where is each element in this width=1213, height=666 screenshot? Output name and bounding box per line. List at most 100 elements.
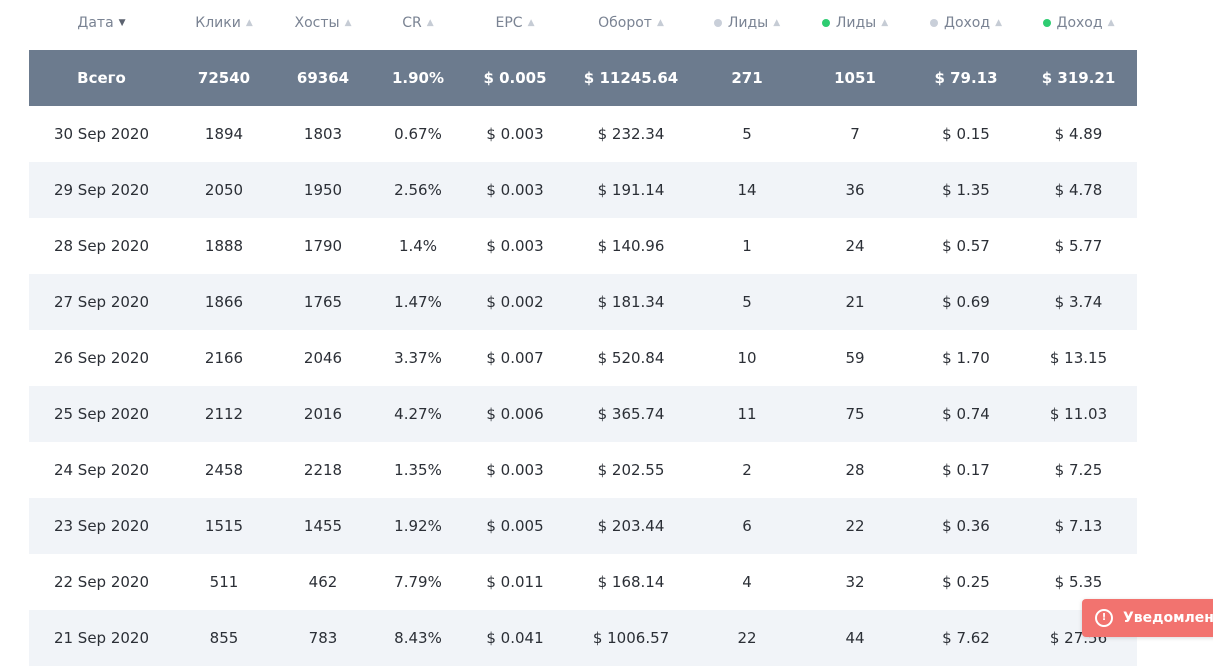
- table-cell: 1866: [204, 293, 244, 311]
- sort-up-icon: ▲: [773, 17, 781, 28]
- table-row: 22 Sep 2020 511 462 7.79% $ 0.011 $ 168.14 4 32…: [29, 554, 1137, 610]
- table-cell: $ 0.041: [486, 629, 544, 647]
- col-header-leads-pending[interactable]: Лиды ▲: [696, 15, 798, 31]
- table-cell: 8.43%: [394, 629, 442, 647]
- col-header-hosts[interactable]: Хосты ▲: [274, 15, 372, 31]
- status-dot-green-icon: [1042, 18, 1051, 27]
- table-row: 24 Sep 2020 2458 2218 1.35% $ 0.003 $ 202.55 2…: [29, 442, 1137, 498]
- col-header-date[interactable]: Дата ▼: [29, 15, 174, 31]
- date-cell: 24 Sep 2020: [53, 461, 150, 479]
- table-cell: $ 5.77: [1054, 237, 1103, 255]
- table-cell: $ 11.03: [1049, 405, 1108, 423]
- table-cell: $ 13.15: [1049, 349, 1108, 367]
- table-cell: 24: [845, 237, 865, 255]
- table-cell: 75: [845, 405, 865, 423]
- table-cell: $ 202.55: [597, 461, 665, 479]
- table-cell: 3.37%: [394, 349, 442, 367]
- table-cell: $ 0.36: [942, 517, 990, 535]
- table-cell: $ 1006.57: [592, 629, 670, 647]
- table-cell: $ 319.21: [1041, 69, 1116, 87]
- status-dot-gray-icon: [713, 18, 722, 27]
- table-cell: 1.35%: [394, 461, 442, 479]
- table-cell: $ 168.14: [597, 573, 665, 591]
- table-cell: 7: [850, 125, 860, 143]
- notifications-toast[interactable]: ! Уведомлени: [1082, 599, 1213, 637]
- sort-up-icon: ▲: [245, 17, 253, 28]
- table-cell: $ 0.57: [942, 237, 990, 255]
- table-cell: 2050: [204, 181, 244, 199]
- table-cell: 21: [845, 293, 865, 311]
- sort-up-icon: ▲: [995, 17, 1002, 28]
- table-cell: 2046: [303, 349, 343, 367]
- col-header-turnover[interactable]: Оборот ▲: [566, 15, 696, 31]
- table-header: Дата ▼ Клики ▲ Хосты ▲ CR ▲ EPC ▲ Оборот ▲ Лид…: [29, 0, 1137, 45]
- table-cell: 2112: [204, 405, 244, 423]
- table-cell: 32: [845, 573, 865, 591]
- table-cell: 1888: [204, 237, 244, 255]
- status-dot-gray-icon: [930, 18, 939, 27]
- table-cell: $ 4.89: [1054, 125, 1103, 143]
- table-cell: $ 7.25: [1054, 461, 1103, 479]
- table-cell: 2: [742, 461, 752, 479]
- table-cell: 1790: [303, 237, 343, 255]
- table-cell: $ 365.74: [597, 405, 665, 423]
- col-header-label: Доход: [1056, 14, 1103, 31]
- date-cell: 25 Sep 2020: [53, 405, 150, 423]
- table-cell: 1765: [303, 293, 343, 311]
- table-cell: 4: [742, 573, 752, 591]
- col-header-label: Лиды: [835, 14, 877, 31]
- table-cell: 1515: [204, 517, 244, 535]
- table-cell: 783: [308, 629, 338, 647]
- table-cell: 1.92%: [394, 517, 442, 535]
- table-cell: $ 0.25: [942, 573, 990, 591]
- col-header-income-approved[interactable]: Доход ▲: [1020, 15, 1137, 31]
- table-cell: $ 232.34: [597, 125, 665, 143]
- table-cell: $ 1.35: [942, 181, 990, 199]
- col-header-label: Дата: [77, 14, 114, 31]
- col-header-income-pending[interactable]: Доход ▲: [912, 15, 1020, 31]
- date-cell: 23 Sep 2020: [53, 517, 150, 535]
- table-cell: $ 3.74: [1054, 293, 1103, 311]
- table-cell: $ 0.15: [942, 125, 990, 143]
- col-header-label: CR: [402, 14, 422, 31]
- table-cell: 1.47%: [394, 293, 442, 311]
- date-cell: 28 Sep 2020: [53, 237, 150, 255]
- table-cell: 271: [731, 69, 763, 87]
- stats-table: Дата ▼ Клики ▲ Хосты ▲ CR ▲ EPC ▲ Оборот ▲ Лид…: [29, 0, 1137, 666]
- table-cell: $ 0.003: [486, 237, 544, 255]
- table-cell: 36: [845, 181, 865, 199]
- table-cell: 69364: [296, 69, 350, 87]
- table-cell: 22: [845, 517, 865, 535]
- table-cell: $ 79.13: [934, 69, 998, 87]
- table-cell: $ 7.62: [942, 629, 990, 647]
- sort-desc-icon: ▼: [118, 17, 126, 28]
- table-cell: $ 5.35: [1054, 573, 1103, 591]
- col-header-clicks[interactable]: Клики ▲: [174, 15, 274, 31]
- table-cell: 2.56%: [394, 181, 442, 199]
- table-cell: 1455: [303, 517, 343, 535]
- table-cell: 5: [742, 125, 752, 143]
- table-cell: $ 203.44: [597, 517, 665, 535]
- date-cell: 26 Sep 2020: [53, 349, 150, 367]
- table-cell: 1803: [303, 125, 343, 143]
- table-row: 25 Sep 2020 2112 2016 4.27% $ 0.006 $ 365.74 1…: [29, 386, 1137, 442]
- sort-up-icon: ▲: [1107, 17, 1115, 28]
- table-cell: $ 520.84: [597, 349, 665, 367]
- date-cell: 27 Sep 2020: [53, 293, 150, 311]
- sort-up-icon: ▲: [656, 17, 664, 28]
- table-cell: 59: [845, 349, 865, 367]
- table-cell: 6: [742, 517, 752, 535]
- table-cell: $ 7.13: [1054, 517, 1103, 535]
- col-header-cr[interactable]: CR ▲: [372, 15, 464, 31]
- table-cell: 1.4%: [398, 237, 438, 255]
- sort-up-icon: ▲: [426, 17, 434, 28]
- date-cell: 21 Sep 2020: [53, 629, 150, 647]
- table-row: 29 Sep 2020 2050 1950 2.56% $ 0.003 $ 191.14 1…: [29, 162, 1137, 218]
- table-cell: 462: [308, 573, 338, 591]
- col-header-label: Оборот: [598, 14, 652, 31]
- sort-up-icon: ▲: [881, 17, 889, 28]
- col-header-leads-approved[interactable]: Лиды ▲: [798, 15, 912, 31]
- col-header-epc[interactable]: EPC ▲: [464, 15, 566, 31]
- table-cell: $ 0.69: [942, 293, 990, 311]
- table-cell: 855: [209, 629, 239, 647]
